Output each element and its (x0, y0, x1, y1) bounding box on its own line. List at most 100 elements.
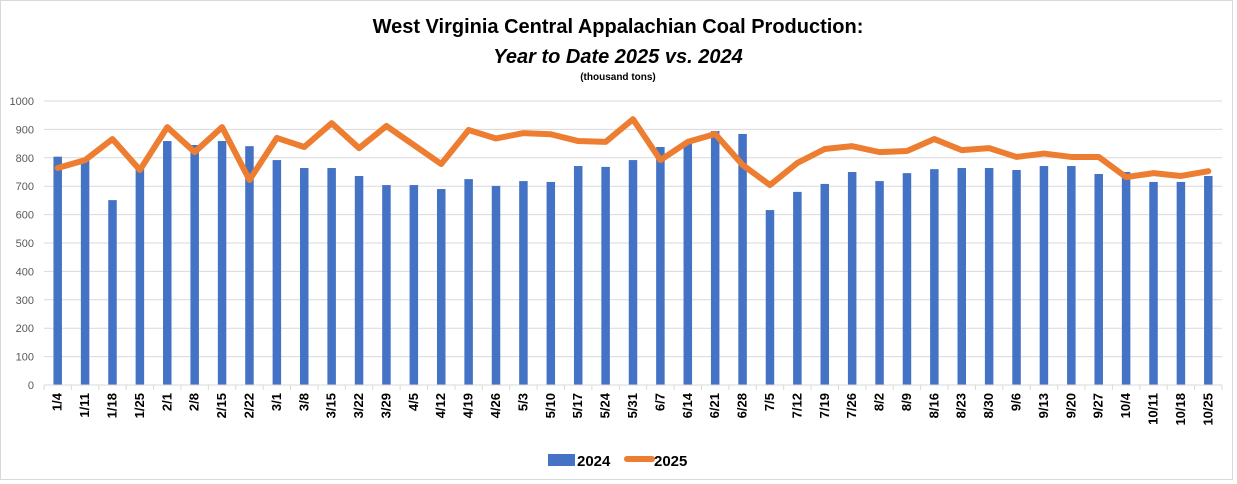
x-tick-label: 1/4 (50, 392, 65, 411)
legend: 2024 2025 (548, 453, 687, 470)
bar-2024 (847, 172, 857, 385)
bar-2024 (135, 168, 145, 385)
legend-swatch-2024 (548, 454, 575, 466)
bar-2024 (793, 191, 802, 385)
bar-2024 (491, 185, 501, 385)
x-tick-label: 5/3 (515, 393, 530, 411)
units-note: (thousand tons) (580, 72, 656, 83)
x-tick-label: 8/16 (926, 393, 941, 418)
bar-2024 (601, 166, 610, 385)
x-tick-label: 9/6 (1009, 393, 1024, 411)
bar-2024 (245, 146, 254, 385)
bar-2024 (354, 175, 364, 385)
x-tick-label: 5/24 (598, 392, 613, 418)
bar-2024 (1094, 173, 1103, 385)
y-tick-label: 300 (16, 295, 34, 307)
line-2025 (54, 116, 1212, 189)
x-tick-label: 10/11 (1146, 393, 1161, 425)
x-axis: 1/4 1/11 1/18 1/25 2/1 2/8 2/15 2/22 3/1 3/8 3/15 3… (43, 384, 1223, 426)
bar-2024 (1204, 175, 1213, 385)
x-tick-label: 6/28 (735, 393, 750, 418)
x-tick-label: 9/20 (1063, 393, 1078, 418)
bar-2024 (327, 168, 336, 385)
bar-2024 (519, 181, 528, 385)
x-tick-label: 4/12 (433, 393, 448, 418)
bar-2024 (80, 160, 90, 385)
bar-2024 (163, 141, 172, 385)
x-tick-label: 7/26 (844, 393, 859, 418)
y-tick-label: 200 (16, 323, 34, 335)
bar-2024 (272, 160, 282, 385)
legend-label-2025: 2025 (654, 453, 687, 470)
bar-2024 (1067, 166, 1076, 385)
x-tick-label: 4/26 (488, 393, 503, 418)
y-tick-label: 0 (28, 380, 34, 392)
x-tick-label: 2/8 (187, 393, 202, 411)
x-tick-label: 6/21 (707, 393, 722, 418)
x-tick-label: 6/7 (652, 393, 667, 411)
bar-2024 (930, 169, 939, 385)
x-tick-label: 7/5 (762, 393, 777, 411)
bar-2024 (1121, 172, 1131, 385)
bar-2024 (1176, 181, 1186, 385)
bar-2024 (875, 181, 884, 385)
bar-2024 (738, 133, 747, 385)
bar-2024 (190, 145, 199, 385)
x-tick-label: 1/11 (77, 393, 92, 418)
x-tick-label: 3/1 (269, 393, 284, 411)
x-tick-label: 1/18 (104, 393, 119, 418)
bar-2024 (436, 189, 446, 385)
x-tick-label: 5/31 (625, 393, 640, 418)
bar-2024 (957, 168, 966, 385)
bar-2024 (902, 173, 912, 385)
y-tick-label: 100 (16, 352, 34, 364)
x-tick-label: 8/9 (899, 393, 914, 411)
bar-2024 (710, 131, 720, 385)
bar-2024 (300, 168, 309, 385)
bar-2024 (53, 156, 62, 385)
x-tick-label: 8/2 (872, 393, 887, 411)
x-tick-label: 3/8 (296, 393, 311, 411)
y-tick-label: 600 (16, 210, 34, 222)
x-tick-label: 2/15 (214, 393, 229, 418)
bar-2024 (1039, 166, 1049, 385)
bar-2024 (683, 141, 693, 385)
y-tick-label: 700 (16, 181, 34, 193)
bar-2024 (217, 141, 227, 385)
x-tick-label: 1/25 (132, 393, 147, 418)
bar-2024 (628, 160, 638, 385)
y-tick-label: 800 (16, 153, 34, 165)
bar-2024 (1012, 170, 1021, 385)
x-tick-label: 2/1 (159, 393, 174, 411)
bar-2024 (820, 183, 830, 385)
x-tick-label: 3/15 (324, 393, 339, 418)
x-tick-label: 6/14 (680, 392, 695, 418)
x-tick-label: 2/22 (241, 393, 256, 418)
x-tick-label: 3/22 (351, 393, 366, 418)
x-tick-label: 7/19 (817, 393, 832, 418)
chart-title: West Virginia Central Appalachian Coal P… (373, 16, 864, 38)
x-tick-label: 4/19 (461, 393, 476, 418)
bar-2024 (382, 185, 391, 385)
x-tick-label: 10/4 (1118, 392, 1133, 418)
y-tick-label: 500 (16, 238, 34, 250)
bar-2024 (108, 200, 117, 385)
bar-2024 (1149, 181, 1158, 385)
x-tick-label: 10/25 (1200, 393, 1215, 426)
bar-2024 (546, 181, 556, 385)
y-tick-label: 1000 (10, 96, 34, 108)
bar-2024 (409, 185, 419, 385)
legend-label-2024: 2024 (577, 453, 611, 470)
x-tick-label: 7/12 (789, 393, 804, 418)
x-tick-label: 5/17 (570, 393, 585, 418)
x-tick-label: 3/29 (378, 393, 393, 418)
y-tick-label: 900 (16, 124, 34, 136)
x-tick-label: 8/30 (981, 393, 996, 418)
bar-2024 (984, 168, 994, 385)
x-tick-label: 9/27 (1091, 393, 1106, 418)
x-tick-label: 9/13 (1036, 393, 1051, 418)
x-tick-label: 4/5 (406, 393, 421, 411)
bar-2024 (464, 179, 473, 385)
